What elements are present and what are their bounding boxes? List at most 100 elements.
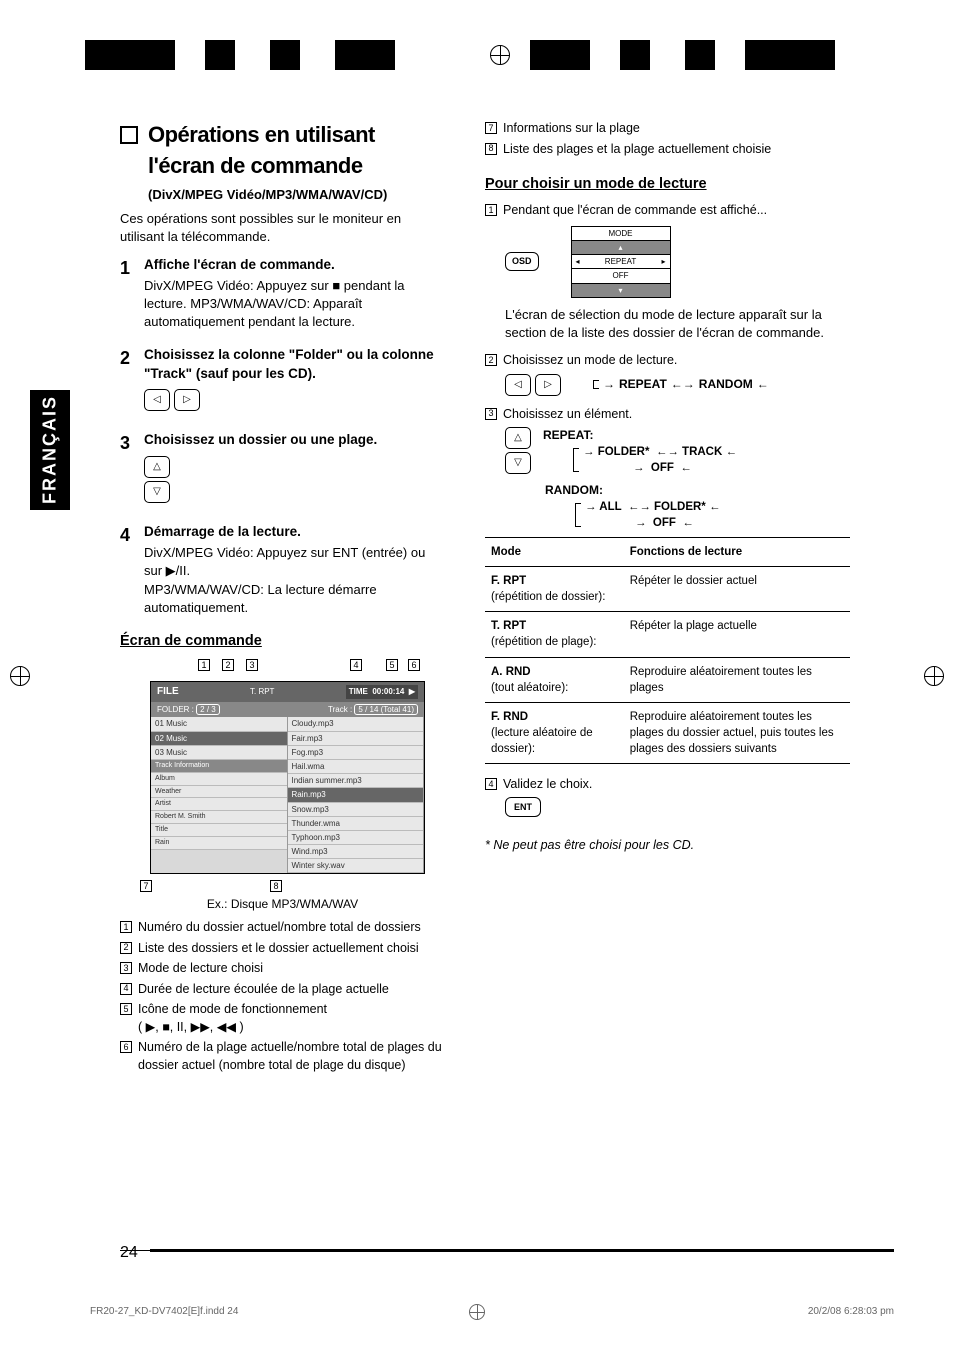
- chain-item: REPEAT: [619, 376, 667, 393]
- folder-position: 2 / 3: [196, 704, 220, 715]
- osd-button[interactable]: OSD: [505, 252, 539, 271]
- track-position: 5 / 14 (Total 41): [354, 704, 418, 715]
- legend-text: Mode de lecture choisi: [138, 960, 263, 978]
- right-arrow-button[interactable]: ▷: [535, 374, 561, 396]
- table-row: T. RPT(répétition de plage): Répéter la …: [485, 612, 850, 657]
- mode-heading: Pour choisir un mode de lecture: [485, 174, 850, 194]
- mode-func: Reproduire aléatoirement toutes les plag…: [624, 657, 850, 702]
- callouts-top: 1 2 3 4 5 6: [150, 659, 425, 675]
- callout-6: 6: [408, 659, 420, 671]
- step-number: 4: [120, 523, 134, 617]
- legend-num-icon: 5: [120, 1003, 132, 1015]
- step-number: 2: [120, 346, 134, 418]
- down-arrow-button[interactable]: ▽: [505, 452, 531, 474]
- track-row: Fair.mp3: [288, 732, 424, 746]
- chain-item: RANDOM: [699, 376, 753, 393]
- mode-func: Répéter la plage actuelle: [624, 612, 850, 657]
- footer-left-text: FR20-27_KD-DV7402[E]f.indd 24: [90, 1306, 238, 1317]
- top-crop-bar: [75, 40, 924, 70]
- track-row: Wind.mp3: [288, 845, 424, 859]
- modes-table: Mode Fonctions de lecture F. RPT(répétit…: [485, 537, 850, 764]
- folder-row: 02 Music: [151, 732, 287, 746]
- legend-num-icon: 1: [120, 921, 132, 933]
- right-column: 7Informations sur la plage 8Liste des pl…: [485, 120, 850, 1077]
- right-arrow-button[interactable]: ▷: [174, 389, 200, 411]
- section-bullet-icon: [120, 126, 138, 144]
- page-content: Opérations en utilisant l'écran de comma…: [120, 120, 894, 1077]
- table-header: Fonctions de lecture: [624, 538, 850, 567]
- center-crop-mark: [490, 45, 510, 65]
- folder-row: 03 Music: [151, 746, 287, 760]
- track-row: Typhoon.mp3: [288, 831, 424, 845]
- step-num-icon: 4: [485, 778, 497, 790]
- chain-item: ALL: [599, 501, 621, 513]
- step-num-icon: 1: [485, 204, 497, 216]
- mode-indicator: T. RPT: [250, 687, 274, 696]
- track-row: Rain.mp3: [288, 788, 424, 802]
- callout-8: 8: [270, 880, 282, 892]
- legend-text: Liste des plages et la plage actuellemen…: [503, 141, 771, 159]
- up-arrow-button[interactable]: △: [144, 456, 170, 478]
- track-row: Thunder.wma: [288, 817, 424, 831]
- step-title: Démarrage de la lecture.: [144, 523, 445, 542]
- track-label: Track :: [328, 705, 352, 714]
- page-number: 24: [120, 1244, 138, 1262]
- random-label: RANDOM: [545, 483, 599, 497]
- track-row: Snow.mp3: [288, 803, 424, 817]
- legend-num-icon: 4: [120, 983, 132, 995]
- info-row: Artist: [151, 798, 287, 811]
- step-3: 3 Choisissez un dossier ou une plage. △ …: [120, 431, 445, 509]
- left-arrow-button[interactable]: ◁: [505, 374, 531, 396]
- step-text: Validez le choix.: [503, 776, 592, 794]
- up-arrow-button[interactable]: △: [505, 427, 531, 449]
- mode-box-left-icon: ◂: [576, 256, 580, 267]
- mode-sub: (tout aléatoire):: [491, 682, 568, 694]
- mode-func: Reproduire aléatoirement toutes les plag…: [624, 702, 850, 763]
- callout-5: 5: [386, 659, 398, 671]
- legend-num-icon: 2: [120, 942, 132, 954]
- time-label: TIME: [349, 687, 368, 696]
- callout-4: 4: [350, 659, 362, 671]
- screen-heading: Écran de commande: [120, 631, 445, 651]
- callouts-bottom: 7 8: [150, 880, 425, 896]
- footnote-text: * Ne peut pas être choisi pour les CD.: [485, 837, 850, 855]
- info-row: Weather: [151, 786, 287, 799]
- step-text: DivX/MPEG Vidéo: Appuyez sur ENT (entrée…: [144, 544, 445, 617]
- track-row: Cloudy.mp3: [288, 717, 424, 731]
- table-row: F. RPT(répétition de dossier): Répéter l…: [485, 567, 850, 612]
- step-text: Choisissez un mode de lecture.: [503, 352, 677, 370]
- chain-item: TRACK: [682, 446, 722, 458]
- legend-text: Numéro du dossier actuel/nombre total de…: [138, 919, 421, 937]
- left-column: Opérations en utilisant l'écran de comma…: [120, 120, 445, 1077]
- legend-num-icon: 3: [120, 962, 132, 974]
- step-title: Affiche l'écran de commande.: [144, 256, 445, 275]
- operation-icons: ( ▶, ■, II, ▶▶, ◀◀ ): [138, 1020, 244, 1034]
- table-row: F. RND(lecture aléatoire de dossier): Re…: [485, 702, 850, 763]
- mode-name: A. RND: [491, 666, 531, 678]
- step-number: 1: [120, 256, 134, 331]
- footer-right-text: 20/2/08 6:28:03 pm: [808, 1306, 894, 1317]
- mode-sub: (lecture aléatoire de dossier):: [491, 727, 593, 755]
- chain-item: OFF: [653, 517, 676, 529]
- callout-3: 3: [246, 659, 258, 671]
- file-label: FILE: [157, 685, 179, 699]
- repeat-label: REPEAT: [543, 428, 589, 442]
- legend-text: Numéro de la plage actuelle/nombre total…: [138, 1039, 445, 1074]
- section-subtitle: (DivX/MPEG Vidéo/MP3/WMA/WAV/CD): [148, 186, 445, 204]
- step-1: 1 Affiche l'écran de commande. DivX/MPEG…: [120, 256, 445, 331]
- right-crop-mark: [924, 666, 944, 686]
- left-arrow-button[interactable]: ◁: [144, 389, 170, 411]
- mode-box-value: REPEAT: [605, 256, 636, 267]
- track-row: Fog.mp3: [288, 746, 424, 760]
- ent-button[interactable]: ENT: [505, 797, 541, 818]
- callout-7: 7: [140, 880, 152, 892]
- info-row: Rain: [151, 837, 287, 850]
- mode-box-right-icon: ▸: [661, 256, 665, 267]
- info-row: Album: [151, 773, 287, 786]
- step-number: 3: [120, 431, 134, 509]
- folder-label: FOLDER :: [157, 705, 194, 714]
- step-2: 2 Choisissez la colonne "Folder" ou la c…: [120, 346, 445, 418]
- time-value: 00:00:14: [372, 687, 404, 696]
- callout-1: 1: [198, 659, 210, 671]
- down-arrow-button[interactable]: ▽: [144, 481, 170, 503]
